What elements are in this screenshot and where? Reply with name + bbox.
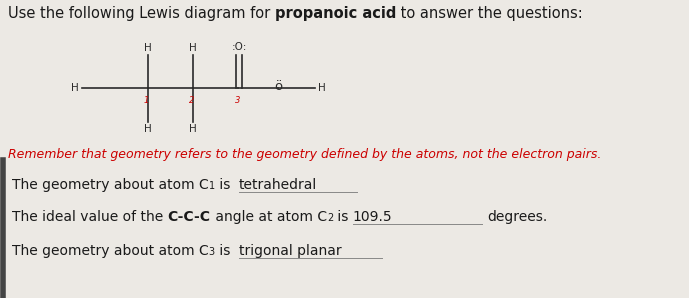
Text: The geometry about atom C: The geometry about atom C: [12, 178, 209, 192]
Text: H: H: [71, 83, 79, 93]
Text: 3: 3: [209, 247, 215, 257]
Text: H: H: [318, 83, 326, 93]
Text: H: H: [189, 124, 197, 134]
Text: :O:: :O:: [232, 42, 247, 52]
Text: degrees.: degrees.: [487, 210, 548, 224]
Text: 2: 2: [189, 96, 195, 105]
Text: H: H: [189, 43, 197, 53]
Text: H: H: [144, 124, 152, 134]
Text: The ideal value of the: The ideal value of the: [12, 210, 167, 224]
Text: C-C-C: C-C-C: [167, 210, 211, 224]
Text: 2: 2: [327, 213, 333, 223]
Text: ö: ö: [274, 80, 282, 94]
Text: 1: 1: [143, 96, 149, 105]
Text: is: is: [333, 210, 353, 224]
Text: Remember that geometry refers to the geometry defined by the atoms, not the elec: Remember that geometry refers to the geo…: [8, 148, 601, 161]
Text: trigonal planar: trigonal planar: [239, 244, 342, 258]
Text: is: is: [215, 178, 239, 192]
Text: 109.5: 109.5: [353, 210, 392, 224]
Text: 1: 1: [209, 181, 215, 191]
Text: 3: 3: [236, 96, 240, 105]
Text: The geometry about atom C: The geometry about atom C: [12, 244, 209, 258]
Text: H: H: [144, 43, 152, 53]
Text: is: is: [215, 244, 239, 258]
Text: angle at atom C: angle at atom C: [211, 210, 327, 224]
Text: to answer the questions:: to answer the questions:: [396, 6, 583, 21]
Text: propanoic acid: propanoic acid: [275, 6, 396, 21]
Text: tetrahedral: tetrahedral: [239, 178, 317, 192]
Text: Use the following Lewis diagram for: Use the following Lewis diagram for: [8, 6, 275, 21]
